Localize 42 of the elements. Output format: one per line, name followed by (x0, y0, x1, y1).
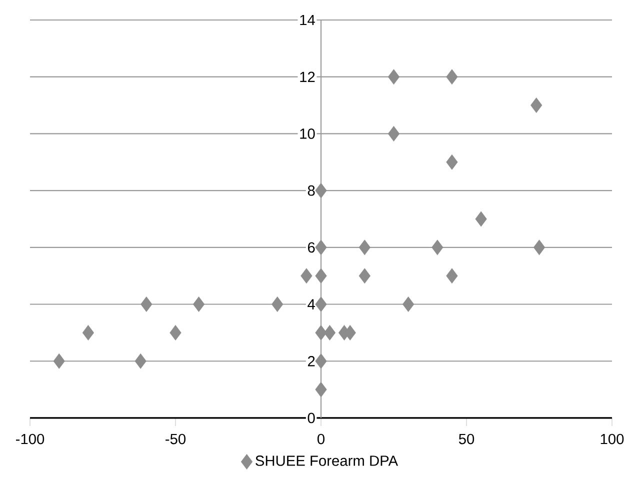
x-tick-label: -100 (16, 434, 44, 444)
point (446, 69, 458, 84)
point (388, 69, 400, 84)
point (358, 268, 370, 284)
point (315, 182, 327, 198)
y-tick-label: 2 (308, 356, 315, 366)
point (402, 296, 414, 312)
point (324, 325, 336, 340)
y-tick-label: 14 (300, 14, 315, 26)
point (315, 296, 327, 312)
y-tick-label: 8 (308, 185, 315, 196)
x-tick-label: -50 (166, 434, 186, 444)
y-tick-label: 12 (300, 72, 315, 82)
point (82, 325, 94, 340)
y-tick-label: 6 (308, 242, 315, 253)
point (140, 296, 152, 312)
x-tick-label: 0 (317, 434, 324, 444)
point (315, 268, 327, 284)
point (315, 354, 327, 369)
point (134, 354, 146, 369)
point (530, 98, 542, 113)
point (388, 126, 400, 142)
point (193, 296, 205, 312)
point (315, 325, 327, 340)
point (446, 154, 458, 170)
y-tick-label: 0 (308, 412, 315, 424)
point (315, 382, 327, 398)
legend-label: SHUEE Forearm DPA (256, 456, 398, 466)
point (533, 240, 546, 256)
point (300, 268, 312, 284)
point (358, 240, 370, 256)
point (272, 296, 284, 312)
point (315, 240, 327, 256)
y-tick-label: 10 (300, 128, 315, 139)
point (446, 268, 458, 284)
x-tick-label: 100 (600, 434, 624, 444)
point (170, 325, 182, 340)
y-tick-label: 4 (308, 299, 315, 310)
point (432, 240, 444, 256)
point (53, 354, 65, 369)
x-tick-label: 50 (458, 434, 474, 444)
point (475, 211, 487, 227)
